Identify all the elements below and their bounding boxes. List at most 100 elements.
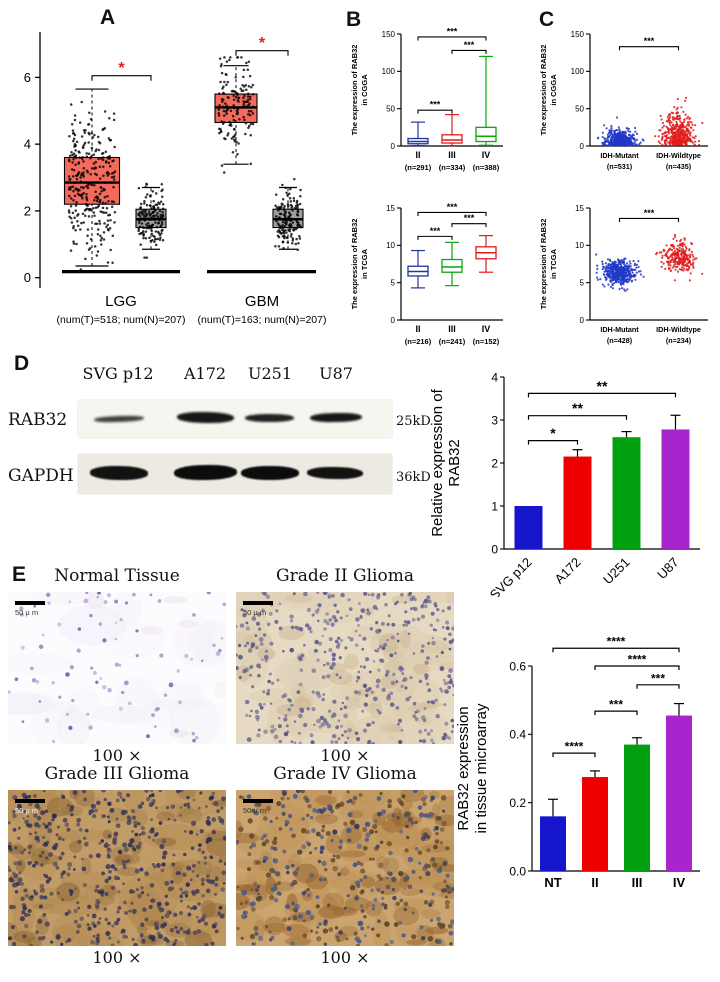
svg-text:GBM: GBM: [245, 293, 279, 310]
scatter-IDH-Mutant: [595, 253, 645, 292]
svg-text:***: ***: [447, 26, 458, 36]
wb-lane-label-svgp12: SVG p12: [82, 364, 154, 383]
svg-text:**: **: [572, 400, 583, 416]
svg-text:3: 3: [491, 413, 498, 427]
svg-text:(n=234): (n=234): [666, 336, 692, 345]
panel-c-label: C: [539, 8, 555, 31]
jitter-points: [67, 100, 117, 271]
bar-II: [582, 777, 608, 871]
wb-band-rab32-u251: [245, 414, 294, 422]
sig-bracket: [618, 217, 680, 222]
sig-bracket: [451, 49, 487, 54]
wb-strip-gapdh: [78, 454, 392, 494]
svg-text:50: 50: [575, 105, 584, 114]
wb-band-gapdh-u87: [306, 466, 364, 480]
svg-text:*: *: [550, 425, 556, 441]
box-IV: [475, 235, 497, 273]
svg-text:*: *: [118, 60, 125, 77]
svg-text:1: 1: [491, 499, 498, 513]
svg-text:***: ***: [430, 226, 441, 236]
gepia-box-LGG-normal: [135, 182, 167, 259]
svg-text:(n=334): (n=334): [439, 163, 466, 172]
sig-bracket: [552, 752, 596, 758]
svg-text:in CGGA: in CGGA: [360, 74, 369, 106]
sig-bracket: [417, 36, 487, 41]
svg-text:II: II: [591, 875, 598, 890]
wb-band-rab32-a172: [176, 411, 235, 424]
svg-text:A172: A172: [552, 555, 584, 587]
panel-b-label: B: [346, 8, 362, 31]
svg-text:LGG: LGG: [105, 293, 137, 310]
wb-kd-label-25: 25kD: [396, 414, 431, 429]
gepia-box-LGG-tumor: [63, 88, 121, 271]
svg-text:SVG p12: SVG p12: [487, 555, 535, 597]
ihc-caption-grade2: 100 ×: [320, 746, 370, 765]
jitter-points: [274, 177, 302, 251]
svg-text:50 μ m: 50 μ m: [15, 608, 38, 617]
western-blot-panel: SVG p12 A172 U251 U87 RAB32 GAPDH 25kD 3…: [0, 356, 432, 528]
svg-text:50 μ m: 50 μ m: [243, 608, 266, 617]
svg-text:Relative expression of: Relative expression of: [429, 388, 446, 536]
svg-text:100: 100: [571, 67, 585, 76]
sig-bracket: [417, 211, 487, 216]
svg-text:0: 0: [24, 270, 31, 285]
ihc-image-grade2: 50 μ m: [236, 592, 454, 744]
svg-text:2: 2: [491, 456, 498, 470]
svg-text:(n=152): (n=152): [473, 337, 500, 346]
svg-text:in TCGA: in TCGA: [360, 248, 369, 279]
svg-text:15: 15: [386, 204, 395, 213]
wb-row-label-rab32: RAB32: [8, 410, 68, 430]
wb-quantification-bar-chart: 0 1 2 3 4 Relative expression of RAB32 SVG p12 A…: [429, 370, 700, 597]
svg-text:***: ***: [609, 698, 623, 712]
wb-row-label-gapdh: GAPDH: [8, 466, 74, 486]
bar-NT: [540, 816, 566, 871]
svg-text:****: ****: [607, 635, 626, 649]
wb-lane-label-u251: U251: [247, 364, 293, 383]
svg-text:***: ***: [430, 100, 441, 110]
bar-U251: [612, 437, 641, 549]
svg-text:***: ***: [447, 202, 458, 212]
ihc-image-content: 50 μ m: [8, 790, 226, 946]
sig-bracket: [451, 223, 487, 228]
jitter-points: [137, 182, 165, 259]
svg-text:4: 4: [491, 370, 498, 384]
svg-text:50 μ m: 50 μ m: [243, 806, 266, 815]
scatter-IDH-Wildtype: [654, 96, 704, 146]
sig-bracket: [636, 684, 680, 689]
svg-text:U87: U87: [654, 555, 681, 582]
svg-text:***: ***: [651, 671, 665, 685]
svg-text:50: 50: [386, 105, 395, 114]
svg-text:0: 0: [391, 142, 396, 151]
ihc-title-normal: Normal Tissue: [54, 566, 180, 586]
svg-text:0: 0: [491, 542, 498, 556]
svg-text:The expression of RAB32: The expression of RAB32: [350, 219, 359, 310]
sig-bracket: [417, 235, 453, 240]
panel-d-label: D: [14, 352, 30, 375]
svg-text:in tissue microarray: in tissue microarray: [473, 703, 490, 834]
svg-text:IDH-Mutant: IDH-Mutant: [600, 151, 639, 160]
svg-text:IV: IV: [482, 150, 491, 160]
svg-text:(n=241): (n=241): [439, 337, 466, 346]
svg-text:6: 6: [24, 70, 31, 85]
bar-U87: [661, 429, 690, 549]
svg-text:0.6: 0.6: [509, 659, 526, 673]
jitter-points: [217, 56, 255, 174]
sig-bracket: [417, 109, 453, 114]
svg-text:(n=531): (n=531): [607, 162, 633, 171]
ihc-title-grade4: Grade IV Glioma: [273, 764, 417, 784]
svg-text:IV: IV: [673, 875, 686, 890]
wb-kd-label-36: 36kD: [396, 470, 431, 485]
svg-text:(n=435): (n=435): [666, 162, 692, 171]
cgga-grade-boxplot: 0 50 100 150 The expression of RAB32 in CGGA I…: [350, 26, 503, 172]
ihc-title-grade3: Grade III Glioma: [44, 764, 190, 784]
svg-text:***: ***: [464, 40, 475, 50]
svg-text:150: 150: [571, 30, 585, 39]
svg-text:(n=388): (n=388): [473, 163, 500, 172]
svg-text:4: 4: [24, 137, 31, 152]
svg-text:0.4: 0.4: [509, 728, 526, 742]
scale-bar: [243, 601, 273, 605]
svg-text:III: III: [448, 324, 456, 334]
scale-bar: [15, 601, 45, 605]
sig-bracket: [527, 392, 677, 398]
